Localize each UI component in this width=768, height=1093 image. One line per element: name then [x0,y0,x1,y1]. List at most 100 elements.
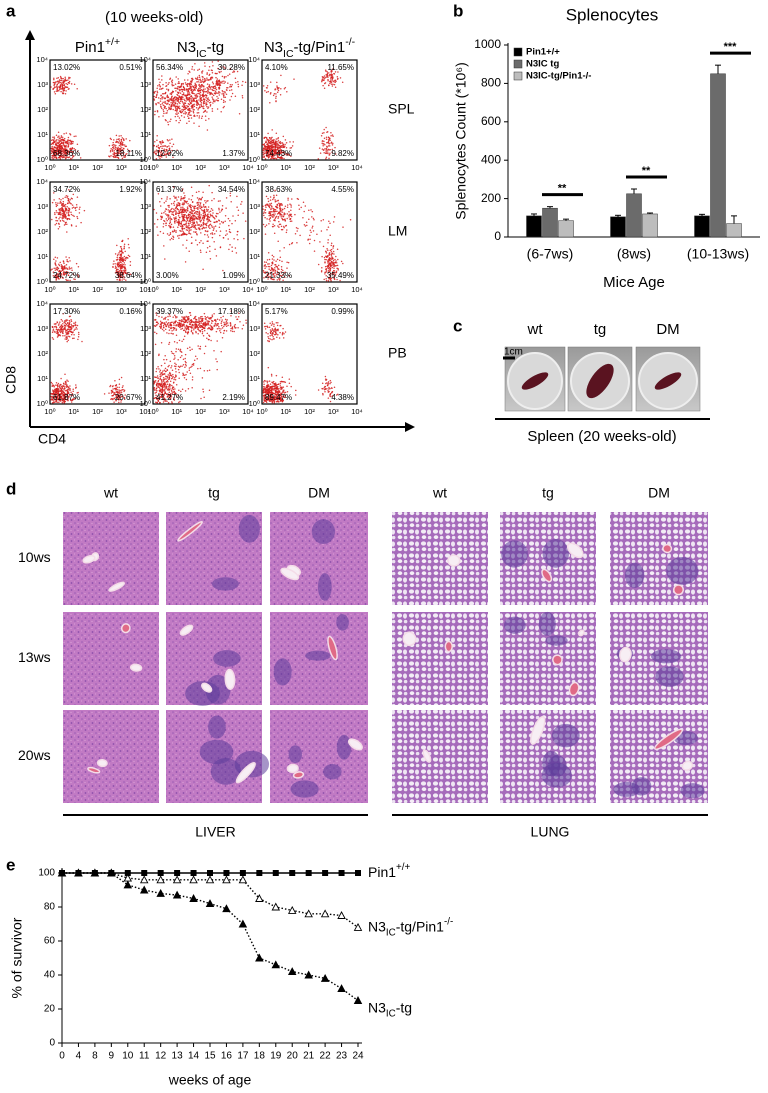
event-dot [269,214,272,217]
event-dot [171,99,174,102]
event-dot [170,365,173,367]
event-dot [207,324,210,326]
event-dot [162,322,164,325]
event-dot [197,328,200,330]
event-dot [188,112,190,115]
event-dot [188,229,191,232]
x-tick-label: 10¹ [68,285,79,294]
event-dot [268,139,271,141]
event-dot [164,328,167,330]
event-dot [188,250,190,253]
event-dot [310,209,312,211]
event-dot [167,99,169,101]
event-dot [54,212,56,214]
event-dot [279,223,282,225]
event-dot [223,77,226,79]
event-dot [66,218,69,221]
event-dot [199,90,201,92]
event-dot [324,148,326,150]
event-dot [198,79,200,81]
event-dot [56,152,59,155]
event-dot [173,210,175,213]
event-dot [65,148,67,151]
event-dot [203,210,206,212]
event-dot [279,146,281,148]
event-dot [53,155,56,157]
event-dot [122,260,124,263]
event-dot [192,86,195,89]
event-dot [217,212,219,215]
event-dot [120,145,122,147]
event-dot [175,87,177,89]
event-dot [201,105,203,108]
event-dot [60,209,62,212]
event-dot [162,326,165,328]
event-dot [177,204,180,206]
event-dot [330,132,332,134]
event-dot [280,268,283,271]
event-dot [181,327,184,330]
event-dot [166,88,168,90]
event-dot [53,87,55,90]
event-dot [220,328,222,330]
event-dot [74,387,77,389]
event-dot [168,234,170,236]
event-dot [187,90,189,92]
event-dot [193,97,195,99]
event-dot [61,138,63,141]
event-dot [191,79,193,82]
event-dot [271,258,274,260]
event-dot [202,90,204,92]
event-dot [159,373,161,376]
y-tick-label: 10⁰ [37,277,48,286]
event-dot [229,219,231,222]
event-dot [189,114,191,116]
event-dot [54,143,57,145]
y-tick-label: 10⁴ [36,55,48,64]
event-dot [265,206,267,209]
event-dot [230,201,232,203]
event-dot [193,217,195,219]
event-dot [50,86,52,88]
event-dot [303,223,306,226]
event-dot [172,231,174,233]
event-dot [169,216,171,218]
event-dot [117,263,120,266]
event-dot [190,226,193,228]
event-dot [64,203,67,206]
event-dot [123,255,126,258]
event-dot [69,151,71,153]
event-dot [204,315,206,318]
event-dot [175,216,177,218]
event-dot [214,87,216,90]
event-dot [52,328,55,331]
event-dot [328,157,330,160]
event-dot [168,206,170,208]
event-dot [194,94,196,97]
event-dot [182,244,184,246]
event-dot [200,209,203,211]
event-dot [342,226,344,228]
x-tick-label: 10¹ [68,407,79,416]
event-dot [79,157,82,159]
event-dot [174,207,177,209]
event-dot [65,389,68,392]
event-dot [276,91,279,93]
event-dot [53,156,56,159]
event-dot [69,77,71,79]
event-dot [185,233,188,236]
event-dot [326,141,328,144]
event-dot [275,140,277,142]
event-dot [317,158,320,160]
event-dot [172,238,174,240]
event-dot [336,76,339,78]
event-dot [219,230,222,232]
event-dot [70,319,72,321]
event-dot [156,111,159,113]
event-dot [166,145,169,148]
event-dot [182,109,185,111]
event-dot [278,87,280,89]
event-dot [165,222,167,225]
event-dot [118,138,120,140]
event-dot [266,259,269,261]
